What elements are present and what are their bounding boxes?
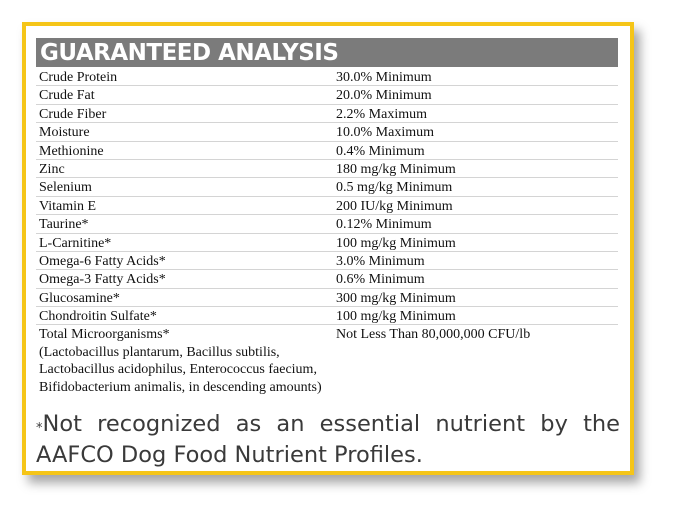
table-row: Chondroitin Sulfate* 100 mg/kg Minimum (36, 307, 618, 326)
nutrient-name: Omega-3 Fatty Acids* (39, 272, 166, 288)
nutrient-name: Taurine* (39, 217, 89, 233)
nutrient-value: 30.0% Minimum (336, 70, 432, 85)
table-row: L-Carnitine* 100 mg/kg Minimum (36, 234, 618, 252)
nutrient-value: 200 IU/kg Minimum (336, 198, 453, 214)
section-header: GUARANTEED ANALYSIS (36, 38, 618, 67)
analysis-table: Crude Protein 30.0% Minimum Crude Fat 20… (36, 68, 618, 395)
table-row: Zinc 180 mg/kg Minimum (36, 160, 618, 179)
nutrient-name: Selenium (39, 180, 92, 196)
nutrient-value: 0.6% Minimum (336, 272, 425, 288)
nutrient-name: Omega-6 Fatty Acids* (39, 253, 166, 269)
table-row: Crude Protein 30.0% Minimum (36, 68, 618, 87)
nutrient-name: Crude Fat (39, 88, 95, 104)
guaranteed-analysis-panel: GUARANTEED ANALYSIS Crude Protein 30.0% … (22, 22, 634, 475)
nutrient-value: 0.12% Minimum (336, 217, 432, 233)
table-row: Taurine* 0.12% Minimum (36, 215, 618, 234)
footnote: *Not recognized as an essential nutrient… (36, 409, 620, 471)
table-row: Moisture 10.0% Maximum (36, 123, 618, 142)
section-title: GUARANTEED ANALYSIS (40, 40, 339, 66)
nutrient-name: Zinc (39, 161, 65, 177)
nutrient-value: 10.0% Maximum (336, 125, 434, 141)
nutrient-value: 0.5 mg/kg Minimum (336, 180, 453, 196)
table-row: Glucosamine* 300 mg/kg Minimum (36, 289, 618, 308)
table-row: Vitamin E 200 IU/kg Minimum (36, 197, 618, 216)
nutrient-name: Total Microorganisms* (Lactobacillus pla… (39, 327, 322, 395)
nutrient-name: Methionine (39, 143, 104, 159)
nutrient-value: 20.0% Minimum (336, 88, 432, 104)
nutrient-value: 100 mg/kg Minimum (336, 309, 456, 325)
table-row: Total Microorganisms* (Lactobacillus pla… (36, 325, 618, 395)
footnote-marker: * (36, 421, 43, 436)
table-row: Crude Fiber 2.2% Maximum (36, 105, 618, 124)
nutrient-value: 180 mg/kg Minimum (336, 161, 456, 177)
nutrient-name: Crude Protein (39, 70, 118, 85)
nutrient-value: 100 mg/kg Minimum (336, 235, 456, 251)
nutrient-value: 300 mg/kg Minimum (336, 290, 456, 306)
table-row: Omega-3 Fatty Acids* 0.6% Minimum (36, 270, 618, 289)
nutrient-value: 0.4% Minimum (336, 143, 425, 159)
nutrient-name: Glucosamine* (39, 290, 120, 306)
nutrient-name: Moisture (39, 125, 90, 141)
table-row: Omega-6 Fatty Acids* 3.0% Minimum (36, 252, 618, 271)
nutrient-value: 2.2% Maximum (336, 106, 427, 122)
nutrient-name: Crude Fiber (39, 106, 107, 122)
nutrient-value: Not Less Than 80,000,000 CFU/lb (336, 327, 531, 343)
nutrient-name: L-Carnitine* (39, 235, 112, 251)
table-row: Crude Fat 20.0% Minimum (36, 86, 618, 105)
nutrient-name: Vitamin E (39, 198, 97, 214)
table-row: Selenium 0.5 mg/kg Minimum (36, 178, 618, 197)
table-row: Methionine 0.4% Minimum (36, 142, 618, 160)
footnote-text: Not recognized as an essential nutrient … (36, 411, 620, 468)
nutrient-name: Chondroitin Sulfate* (39, 309, 157, 325)
nutrient-value: 3.0% Minimum (336, 253, 425, 269)
